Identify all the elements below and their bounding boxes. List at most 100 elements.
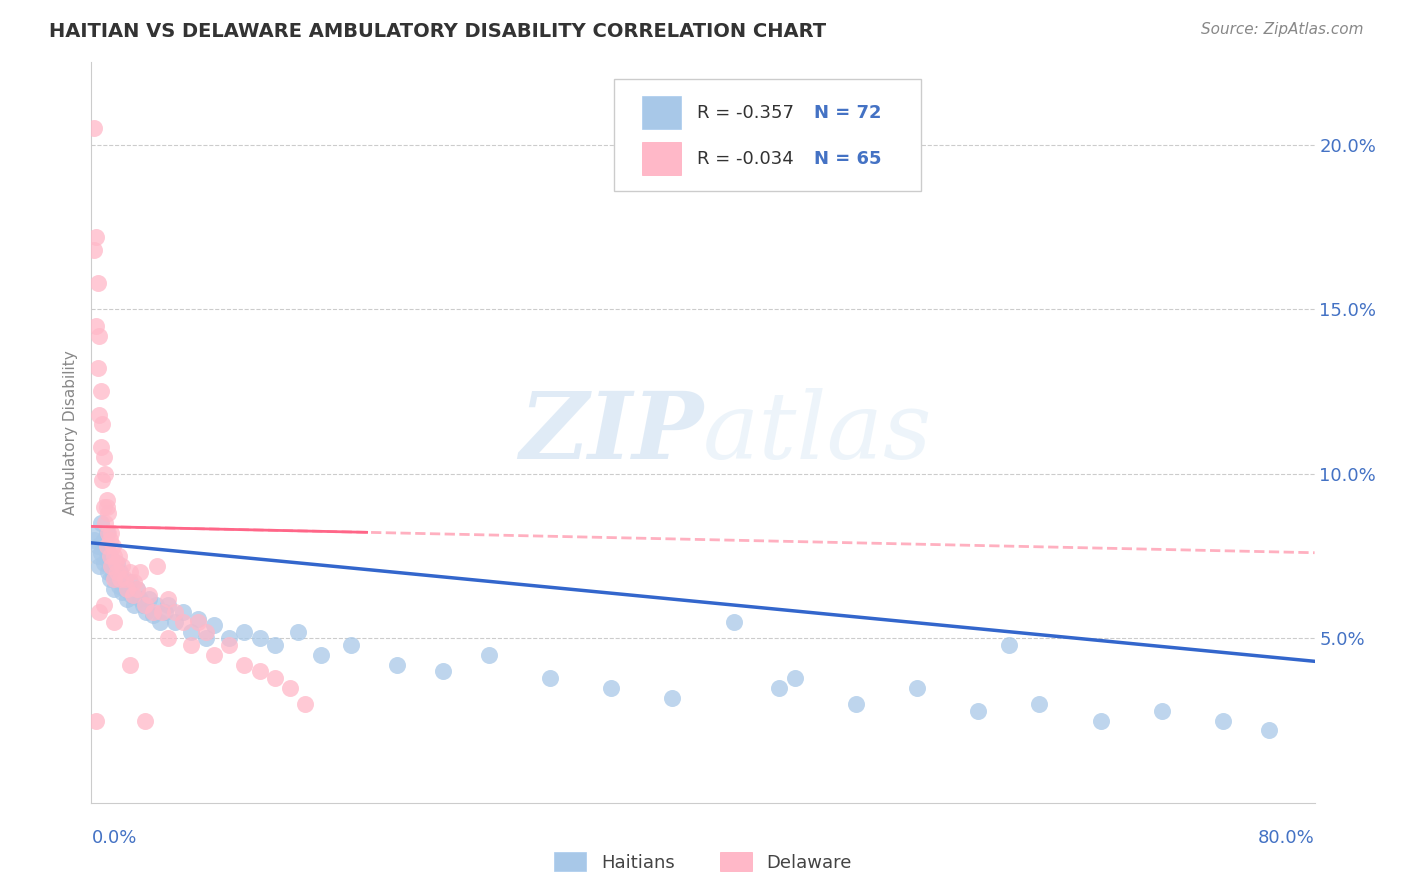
Point [233, 624, 256, 639]
Point [84, 318, 107, 333]
Point [94, 516, 117, 530]
Point [138, 591, 160, 606]
Point [120, 589, 142, 603]
Point [218, 632, 240, 646]
Point [100, 526, 122, 541]
Point [153, 605, 176, 619]
Point [101, 568, 124, 582]
Point [94, 467, 117, 481]
Text: atlas: atlas [703, 388, 932, 477]
Point [86, 539, 108, 553]
Point [768, 681, 790, 695]
Point [87, 558, 110, 573]
Point [150, 605, 173, 619]
Point [86, 361, 108, 376]
Point [96, 552, 118, 566]
Point [97, 526, 120, 541]
Point [195, 632, 218, 646]
Point [118, 575, 141, 590]
Y-axis label: Ambulatory Disability: Ambulatory Disability [62, 351, 77, 515]
Point [783, 671, 806, 685]
Point [100, 558, 122, 573]
Point [93, 599, 115, 613]
Point [156, 599, 179, 613]
Point [93, 556, 115, 570]
Point [129, 591, 152, 606]
Point [845, 697, 868, 711]
Point [180, 638, 202, 652]
Point [141, 605, 163, 619]
Point [600, 681, 623, 695]
Point [91, 417, 114, 432]
Point [110, 566, 132, 580]
Point [287, 624, 309, 639]
Point [172, 605, 194, 619]
Point [98, 549, 121, 563]
FancyBboxPatch shape [613, 78, 921, 191]
Point [114, 572, 136, 586]
Point [135, 605, 157, 619]
Point [98, 572, 121, 586]
Text: R = -0.034: R = -0.034 [697, 150, 793, 168]
Point [108, 549, 131, 563]
Point [127, 582, 149, 596]
FancyBboxPatch shape [643, 96, 681, 129]
Point [118, 566, 141, 580]
Point [905, 681, 928, 695]
Text: ZIP: ZIP [519, 388, 703, 477]
Point [145, 599, 167, 613]
Point [278, 681, 301, 695]
Text: N = 65: N = 65 [814, 150, 882, 168]
Point [172, 615, 194, 629]
Point [478, 648, 501, 662]
Point [96, 526, 118, 541]
Point [122, 599, 145, 613]
FancyBboxPatch shape [643, 143, 681, 175]
Point [114, 582, 136, 596]
Point [1090, 714, 1112, 728]
Point [115, 582, 138, 596]
Text: 80.0%: 80.0% [1258, 829, 1315, 847]
Text: Source: ZipAtlas.com: Source: ZipAtlas.com [1201, 22, 1364, 37]
Point [101, 539, 124, 553]
Point [249, 664, 271, 678]
Point [134, 714, 156, 728]
Point [104, 556, 127, 570]
Point [100, 558, 122, 573]
Point [96, 539, 118, 553]
Point [118, 657, 141, 672]
Text: 0.0%: 0.0% [91, 829, 136, 847]
Point [180, 624, 202, 639]
Text: HAITIAN VS DELAWARE AMBULATORY DISABILITY CORRELATION CHART: HAITIAN VS DELAWARE AMBULATORY DISABILIT… [49, 22, 827, 41]
Point [86, 276, 108, 290]
Point [141, 608, 163, 623]
Point [233, 657, 256, 672]
Point [103, 582, 125, 596]
Point [105, 566, 128, 580]
Point [1212, 714, 1234, 728]
Text: N = 72: N = 72 [814, 103, 882, 121]
Point [83, 533, 105, 547]
Point [967, 704, 990, 718]
Point [97, 566, 120, 580]
Point [108, 579, 131, 593]
Point [129, 566, 152, 580]
Point [87, 408, 110, 422]
Legend: Haitians, Delaware: Haitians, Delaware [547, 845, 859, 879]
Point [385, 657, 409, 672]
Point [1150, 704, 1173, 718]
Point [1028, 697, 1050, 711]
Point [90, 441, 112, 455]
Point [94, 542, 117, 557]
Point [195, 624, 218, 639]
Point [84, 230, 107, 244]
Point [90, 516, 112, 530]
Point [103, 562, 125, 576]
Point [91, 536, 114, 550]
Point [111, 558, 134, 573]
Point [83, 243, 105, 257]
Point [111, 585, 134, 599]
Point [84, 526, 107, 541]
Point [83, 121, 105, 136]
Point [202, 618, 225, 632]
